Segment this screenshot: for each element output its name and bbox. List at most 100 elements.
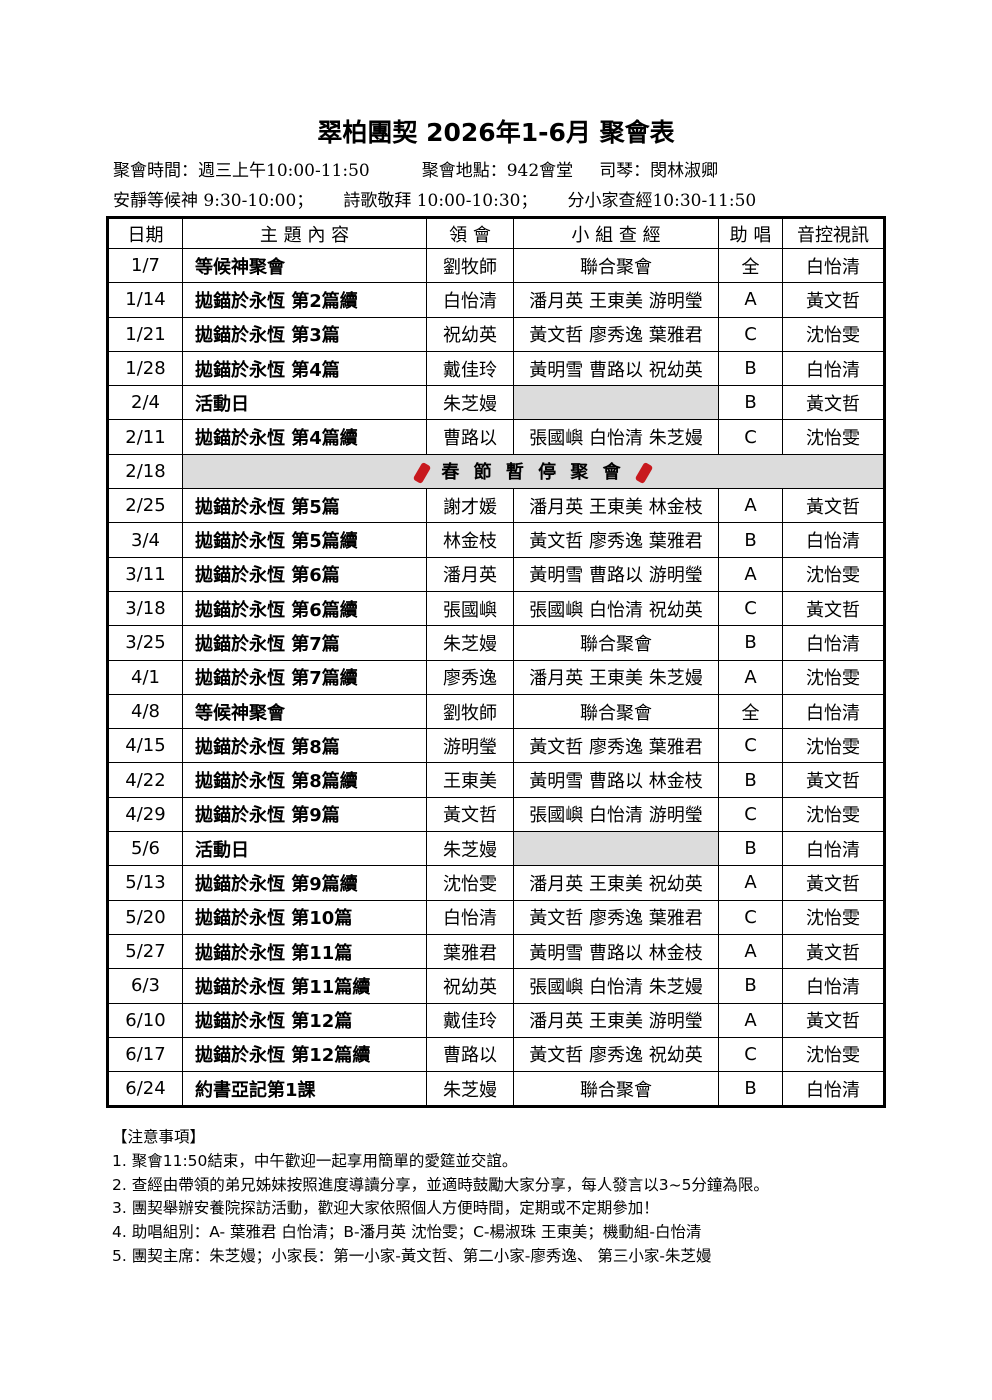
leader-cell: 戴佳玲 <box>426 350 514 387</box>
leader-cell: 黃文哲 <box>426 796 514 833</box>
table-row: 4/15 拋錨於永恆 第8篇 游明瑩 黃文哲 廖秀逸 葉雅君 C 沈怡雯 <box>107 728 885 764</box>
topic-cell: 等候神聚會 <box>182 247 427 284</box>
date-cell: 3/25 <box>107 625 183 661</box>
bible-study-time: 分小家查經10:30-11:50 <box>567 191 757 211</box>
singers-cell: A <box>718 282 783 318</box>
singers-cell: B <box>718 1071 783 1108</box>
topic-cell: 拋錨於永恆 第9篇 <box>182 796 427 833</box>
table-row: 6/10 拋錨於永恆 第12篇 戴佳玲 潘月英 王東美 游明瑩 A 黃文哲 <box>107 1002 885 1038</box>
pianist: 司琴：閔林淑卿 <box>599 161 719 181</box>
av-cell: 黃文哲 <box>782 385 885 421</box>
info-line-2: 安靜等候神 9:30-10:00； 詩歌敬拜 10:00-10:30； 分小家查經1… <box>113 186 756 211</box>
singers-cell: C <box>718 899 783 935</box>
note-item: 4. 助唱組別：A- 葉雅君 白怡清；B-潘月英 沈怡雯；C-楊淑珠 王東美；機… <box>112 1223 702 1242</box>
singers-cell: C <box>718 1036 783 1073</box>
av-cell: 白怡清 <box>782 625 885 661</box>
date-cell: 5/6 <box>107 831 183 867</box>
group-study-cell: 潘月英 王東美 朱芝嫚 <box>513 659 719 695</box>
date-cell: 1/14 <box>107 282 183 318</box>
topic-cell: 約書亞記第1課 <box>182 1071 427 1108</box>
group-study-cell: 張國嶼 白怡清 祝幼英 <box>513 590 719 627</box>
leader-cell: 劉牧師 <box>426 247 514 284</box>
topic-cell: 拋錨於永恆 第8篇 <box>182 728 427 764</box>
group-study-cell: 黃明雪 曹路以 林金枝 <box>513 762 719 798</box>
group-study-cell: 聯合聚會 <box>513 693 719 730</box>
note-item: 2. 查經由帶領的弟兄姊妹按照進度導讀分享，並適時鼓勵大家分享，每人發言以3~5… <box>112 1175 769 1194</box>
header-singers: 助 唱 <box>718 217 783 249</box>
date-cell: 4/22 <box>107 762 183 798</box>
group-study-cell: 黃文哲 廖秀逸 葉雅君 <box>513 728 719 764</box>
table-row: 1/21 拋錨於永恆 第3篇 祝幼英 黃文哲 廖秀逸 葉雅君 C 沈怡雯 <box>107 316 885 352</box>
av-cell: 白怡清 <box>782 247 885 284</box>
av-cell: 黃文哲 <box>782 1002 885 1038</box>
leader-cell: 葉雅君 <box>426 933 514 970</box>
topic-cell: 拋錨於永恆 第9篇續 <box>182 865 427 901</box>
singers-cell: B <box>718 968 783 1004</box>
quiet-time: 安靜等候神 9:30-10:00； <box>113 191 314 211</box>
schedule-table: 日期 主 題 內 容 領 會 小 組 查 經 助 唱 音控視訊 1/7 等候神聚會… <box>106 216 886 1109</box>
topic-cell: 拋錨於永恆 第6篇 <box>182 556 427 592</box>
topic-cell: 拋錨於永恆 第11篇續 <box>182 968 427 1004</box>
singers-cell: B <box>718 385 783 421</box>
table-row: 4/29 拋錨於永恆 第9篇 黃文哲 張國嶼 白怡清 游明瑩 C 沈怡雯 <box>107 796 885 833</box>
singers-cell: B <box>718 522 783 558</box>
table-row: 2/4 活動日 朱芝嫚 B 黃文哲 <box>107 385 885 421</box>
group-study-cell: 黃文哲 廖秀逸 祝幼英 <box>513 1036 719 1073</box>
table-row: 3/18 拋錨於永恆 第6篇續 張國嶼 張國嶼 白怡清 祝幼英 C 黃文哲 <box>107 590 885 627</box>
singers-cell: C <box>718 728 783 764</box>
group-study-cell <box>513 385 719 421</box>
date-cell: 6/10 <box>107 1002 183 1038</box>
note-item: 1. 聚會11:50結束，中午歡迎一起享用簡單的愛筵並交誼。 <box>112 1151 518 1170</box>
singers-cell: C <box>718 419 783 455</box>
table-row: 6/3 拋錨於永恆 第11篇續 祝幼英 張國嶼 白怡清 朱芝嫚 B 白怡清 <box>107 968 885 1004</box>
topic-cell: 拋錨於永恆 第4篇 <box>182 350 427 387</box>
av-cell: 黃文哲 <box>782 762 885 798</box>
topic-cell: 拋錨於永恆 第5篇續 <box>182 522 427 558</box>
worship-time: 詩歌敬拜 10:00-10:30； <box>343 191 538 211</box>
av-cell: 沈怡雯 <box>782 659 885 695</box>
leader-cell: 白怡清 <box>426 282 514 318</box>
header-row: 日期 主 題 內 容 領 會 小 組 查 經 助 唱 音控視訊 <box>107 217 885 249</box>
group-study-cell: 聯合聚會 <box>513 1071 719 1108</box>
date-cell: 1/7 <box>107 247 183 284</box>
table-row: 2/18 春 節 暫 停 聚 會 <box>107 453 885 490</box>
leader-cell: 祝幼英 <box>426 968 514 1004</box>
table-row: 3/11 拋錨於永恆 第6篇 潘月英 黃明雪 曹路以 游明瑩 A 沈怡雯 <box>107 556 885 592</box>
note-item: 3. 團契舉辦安養院探訪活動，歡迎大家依照個人方便時間，定期或不定期參加！ <box>112 1199 659 1218</box>
info-line-1: 聚會時間：週三上午10:00-11:50 聚會地點：942會堂 司琴：閔林淑卿 <box>113 156 718 181</box>
leader-cell: 朱芝嫚 <box>426 385 514 421</box>
av-cell: 白怡清 <box>782 968 885 1004</box>
table-row: 1/7 等候神聚會 劉牧師 聯合聚會全白怡清 <box>107 247 885 284</box>
group-study-cell: 聯合聚會 <box>513 247 719 284</box>
leader-cell: 曹路以 <box>426 1036 514 1073</box>
singers-cell: C <box>718 796 783 833</box>
singers-cell: A <box>718 933 783 970</box>
date-cell: 5/27 <box>107 933 183 970</box>
table-row: 6/17 拋錨於永恆 第12篇續 曹路以 黃文哲 廖秀逸 祝幼英 C 沈怡雯 <box>107 1036 885 1073</box>
group-study-cell: 黃明雪 曹路以 林金枝 <box>513 933 719 970</box>
table-row: 5/20 拋錨於永恆 第10篇 白怡清 黃文哲 廖秀逸 葉雅君 C 沈怡雯 <box>107 899 885 935</box>
av-cell: 白怡清 <box>782 522 885 558</box>
singers-cell: B <box>718 831 783 867</box>
singers-cell: B <box>718 625 783 661</box>
av-cell: 白怡清 <box>782 831 885 867</box>
av-cell: 沈怡雯 <box>782 316 885 352</box>
topic-cell: 拋錨於永恆 第2篇續 <box>182 282 427 318</box>
leader-cell: 游明瑩 <box>426 728 514 764</box>
date-cell: 2/11 <box>107 419 183 455</box>
date-cell: 4/1 <box>107 659 183 695</box>
date-cell: 4/29 <box>107 796 183 833</box>
av-cell: 黃文哲 <box>782 933 885 970</box>
table-row: 2/25 拋錨於永恆 第5篇 謝才媛 潘月英 王東美 林金枝 A 黃文哲 <box>107 488 885 524</box>
date-cell: 2/4 <box>107 385 183 421</box>
table-row: 5/27 拋錨於永恆 第11篇 葉雅君 黃明雪 曹路以 林金枝 A 黃文哲 <box>107 933 885 970</box>
page-title: 翠柏團契 2026年1-6月 聚會表 <box>317 118 675 147</box>
note-item: 5. 團契主席：朱芝嫚；小家長：第一小家-黃文哲、第二小家-廖秀逸、 第三小家-… <box>112 1246 712 1265</box>
av-cell: 黃文哲 <box>782 282 885 318</box>
table-row: 1/14 拋錨於永恆 第2篇續 白怡清 潘月英 王東美 游明瑩 A 黃文哲 <box>107 282 885 318</box>
topic-cell: 拋錨於永恆 第5篇 <box>182 488 427 524</box>
group-study-cell: 黃明雪 曹路以 游明瑩 <box>513 556 719 592</box>
av-cell: 白怡清 <box>782 693 885 730</box>
topic-cell: 拋錨於永恆 第7篇續 <box>182 659 427 695</box>
topic-cell: 拋錨於永恆 第7篇 <box>182 625 427 661</box>
